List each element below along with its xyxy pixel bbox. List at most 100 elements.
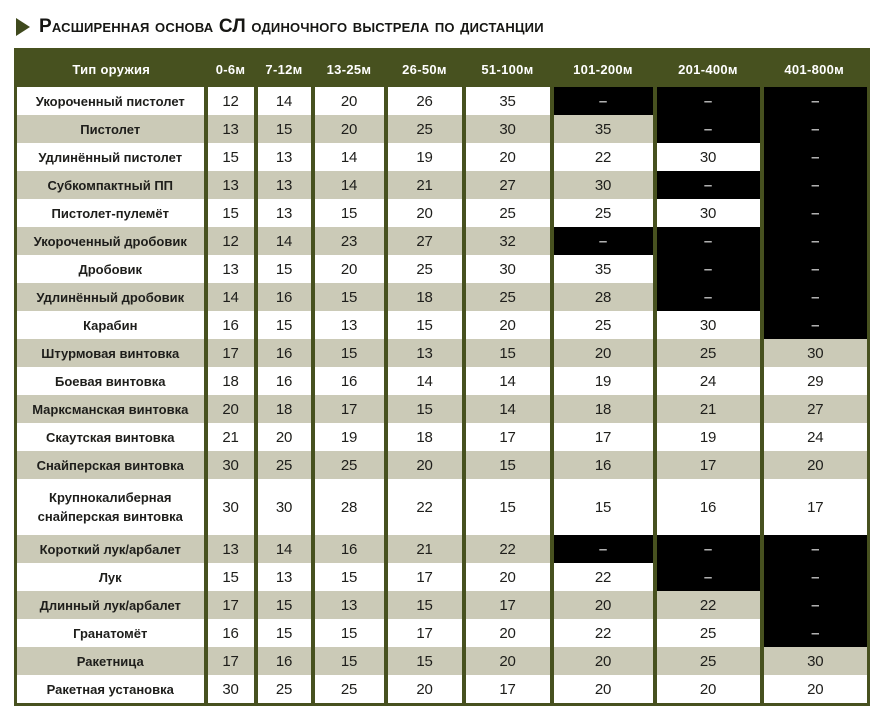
value-cell: 16: [253, 283, 313, 311]
value-cell-out-of-range: –: [759, 227, 869, 255]
value-cell: 15: [310, 619, 386, 647]
table-row: Пистолет-пулемёт 15 13 15 20 25 25 30–: [15, 199, 869, 227]
value-cell: 25: [652, 647, 762, 675]
value-cell: 20: [461, 563, 552, 591]
value-cell-out-of-range: –: [759, 563, 869, 591]
value-cell-out-of-range: –: [759, 171, 869, 199]
value-cell: 14: [203, 283, 256, 311]
value-cell: 15: [383, 395, 464, 423]
value-cell-out-of-range: –: [759, 591, 869, 619]
weapon-name: Укороченный дробовик: [15, 227, 206, 255]
value-cell: 19: [383, 143, 464, 171]
table-row: Скаутская винтовка 21 20 19 18 17 17 19 24: [15, 423, 869, 451]
value-cell: 20: [310, 115, 386, 143]
value-cell: 19: [549, 367, 655, 395]
header-distance-401-800м: 401-800м: [761, 49, 869, 87]
value-cell: 25: [461, 199, 552, 227]
value-cell: 19: [652, 423, 762, 451]
value-cell: 21: [383, 171, 464, 199]
value-cell: 17: [310, 395, 386, 423]
weapon-name: Карабин: [15, 311, 206, 339]
value-cell: 15: [310, 199, 386, 227]
value-cell: 18: [383, 423, 464, 451]
weapon-name: Штурмовая винтовка: [15, 339, 206, 367]
value-cell-out-of-range: –: [652, 171, 762, 199]
value-cell: 16: [310, 535, 386, 563]
value-cell: 18: [383, 283, 464, 311]
value-cell: 21: [652, 395, 762, 423]
value-cell: 35: [461, 87, 552, 115]
value-cell: 13: [253, 199, 313, 227]
table-row: Длинный лук/арбалет 17 15 13 15 17 20 22–: [15, 591, 869, 619]
table-row: Укороченный дробовик 12 14 23 27 32– – –: [15, 227, 869, 255]
title-bar: Расширенная основа СЛ одиночного выстрел…: [16, 14, 544, 40]
value-cell: 15: [253, 255, 313, 283]
value-cell-out-of-range: –: [652, 115, 762, 143]
value-cell: 13: [203, 535, 256, 563]
weapon-name: Ракетница: [15, 647, 206, 675]
value-cell: 25: [383, 255, 464, 283]
value-cell-out-of-range: –: [759, 535, 869, 563]
value-cell: 22: [549, 619, 655, 647]
table-body: Укороченный пистолет 12 14 20 26 35– – – Пистоле…: [15, 87, 869, 705]
weapon-name: Крупнокалиберная снайперская винтовка: [15, 479, 206, 535]
table-row: Пистолет 13 15 20 25 30 35– –: [15, 115, 869, 143]
value-cell: 20: [759, 451, 869, 479]
value-cell: 18: [253, 395, 313, 423]
value-cell-out-of-range: –: [759, 115, 869, 143]
value-cell-out-of-range: –: [652, 563, 762, 591]
value-cell: 20: [383, 451, 464, 479]
value-cell: 21: [203, 423, 256, 451]
value-cell: 15: [203, 563, 256, 591]
weapon-name: Ракетная установка: [15, 675, 206, 705]
value-cell: 30: [759, 647, 869, 675]
value-cell: 20: [203, 395, 256, 423]
value-cell: 30: [203, 675, 256, 705]
value-cell: 17: [759, 479, 869, 535]
value-cell: 16: [652, 479, 762, 535]
weapon-name: Скаутская винтовка: [15, 423, 206, 451]
value-cell: 25: [310, 451, 386, 479]
value-cell: 20: [652, 675, 762, 705]
value-cell: 30: [549, 171, 655, 199]
value-cell: 17: [652, 451, 762, 479]
table-row: Короткий лук/арбалет 13 14 16 21 22– – –: [15, 535, 869, 563]
value-cell: 28: [310, 479, 386, 535]
value-cell-out-of-range: –: [652, 255, 762, 283]
header-distance-201-400м: 201-400м: [654, 49, 762, 87]
value-cell: 30: [203, 451, 256, 479]
header-distance-7-12м: 7-12м: [255, 49, 313, 87]
table-row: Удлинённый пистолет 15 13 14 19 20 22 30–: [15, 143, 869, 171]
value-cell: 24: [759, 423, 869, 451]
value-cell: 14: [461, 395, 552, 423]
value-cell: 20: [549, 675, 655, 705]
value-cell: 24: [652, 367, 762, 395]
value-cell: 13: [203, 115, 256, 143]
value-cell: 23: [310, 227, 386, 255]
value-cell: 30: [461, 115, 552, 143]
value-cell: 20: [461, 311, 552, 339]
value-cell: 25: [310, 675, 386, 705]
value-cell: 20: [461, 619, 552, 647]
value-cell: 20: [549, 591, 655, 619]
header-weapon-type: Тип оружия: [15, 49, 206, 87]
value-cell: 30: [652, 143, 762, 171]
value-cell: 22: [549, 143, 655, 171]
value-cell: 13: [383, 339, 464, 367]
weapon-name: Укороченный пистолет: [15, 87, 206, 115]
value-cell: 20: [461, 647, 552, 675]
header-distance-26-50м: 26-50м: [385, 49, 464, 87]
table-row: Удлинённый дробовик 14 16 15 18 25 28– –: [15, 283, 869, 311]
value-cell: 12: [203, 227, 256, 255]
value-cell: 15: [203, 143, 256, 171]
value-cell: 15: [310, 283, 386, 311]
weapon-name: Субкомпактный ПП: [15, 171, 206, 199]
weapon-name: Лук: [15, 563, 206, 591]
value-cell: 22: [383, 479, 464, 535]
value-cell: 17: [549, 423, 655, 451]
table-row: Боевая винтовка 18 16 16 14 14 19 24 29: [15, 367, 869, 395]
value-cell: 17: [203, 591, 256, 619]
value-cell: 17: [383, 563, 464, 591]
value-cell-out-of-range: –: [759, 143, 869, 171]
value-cell: 20: [383, 199, 464, 227]
